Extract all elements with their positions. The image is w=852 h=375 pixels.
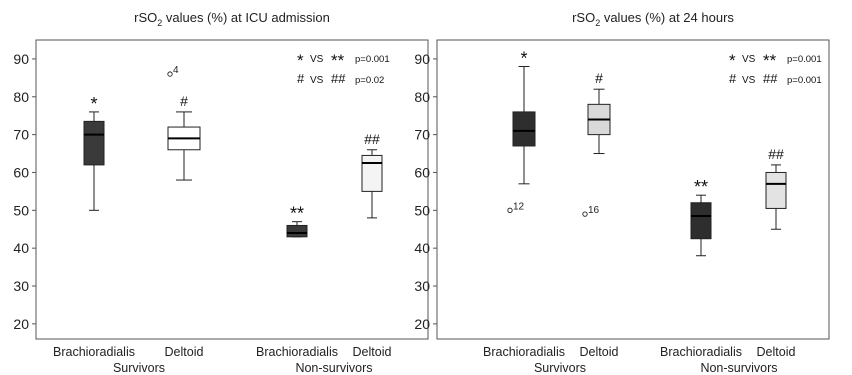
box-1: * 12 (507, 48, 536, 213)
box-body (690, 202, 712, 240)
y-tick-label: 60 (414, 164, 430, 180)
comparison-legend-line: * VS ** p=0.001 (729, 51, 822, 70)
title-subscript: 2 (595, 18, 600, 28)
box-body (361, 154, 383, 192)
category-label: Deltoid (353, 345, 392, 359)
legend-vs: VS (310, 75, 324, 86)
category-label: Deltoid (757, 345, 796, 359)
group-label: Non-survivors (700, 361, 777, 375)
outlier-label: 12 (513, 201, 525, 212)
category-label: Brachioradialis (660, 345, 742, 359)
legend-symbol-b: ## (763, 71, 778, 86)
chart-panel-1: rSO2 values (%) at ICU admission 20 30 40 50… (13, 10, 429, 375)
significance-marker: # (180, 93, 188, 109)
chart-title: rSO2 values (%) at ICU admission (134, 10, 330, 28)
y-tick-label: 70 (414, 127, 430, 143)
box-body (765, 171, 787, 209)
legend-symbol-a: # (729, 71, 737, 86)
legend-symbol-b: ** (763, 51, 777, 70)
category-label: Brachioradialis (53, 345, 135, 359)
significance-marker: * (90, 94, 97, 114)
box-body (512, 111, 536, 147)
y-tick-label: 20 (414, 316, 430, 332)
box-2: #16 (582, 70, 611, 217)
category-label: Deltoid (580, 345, 619, 359)
y-tick-label: 30 (414, 278, 430, 294)
plot-frame (436, 39, 830, 340)
comparison-legend-line: # VS ## p=0.02 (297, 71, 384, 86)
y-tick-label: 90 (13, 51, 29, 67)
title-rest: values (%) at 24 hours (600, 10, 734, 25)
significance-marker: ## (364, 131, 380, 147)
legend-symbol-a: * (297, 51, 304, 70)
category-label: Brachioradialis (483, 345, 565, 359)
outlier-label: 16 (588, 205, 600, 216)
box-4: ## (765, 146, 787, 230)
box-3: ** (286, 204, 308, 238)
legend-p-value: p=0.001 (787, 54, 822, 65)
legend-symbol-a: # (297, 71, 305, 86)
legend-vs: VS (742, 54, 756, 65)
y-tick-label: 90 (414, 51, 430, 67)
significance-marker: # (595, 70, 603, 86)
significance-marker: * (520, 48, 527, 68)
comparison-legend-line: * VS ** p=0.001 (297, 51, 390, 70)
group-label: Survivors (534, 361, 586, 375)
comparison-legend-line: # VS ## p=0.001 (729, 71, 822, 86)
y-tick-label: 20 (13, 316, 29, 332)
y-tick-label: 40 (414, 240, 430, 256)
box-body (286, 224, 308, 238)
title-main: rSO (572, 10, 595, 25)
legend-vs: VS (742, 75, 756, 86)
legend-symbol-b: ## (331, 71, 346, 86)
y-tick-label: 80 (414, 89, 430, 105)
box-3: ** (690, 177, 712, 257)
y-tick-label: 70 (13, 127, 29, 143)
y-tick-label: 60 (13, 164, 29, 180)
legend-symbol-b: ** (331, 51, 345, 70)
box-2: #4 (167, 65, 201, 181)
title-main: rSO (134, 10, 157, 25)
y-tick-label: 30 (13, 278, 29, 294)
outlier-point (582, 211, 588, 217)
group-label: Survivors (113, 361, 165, 375)
outlier-point (167, 71, 173, 77)
significance-marker: ## (768, 146, 784, 162)
outlier-point (507, 207, 513, 213)
category-label: Deltoid (165, 345, 204, 359)
title-subscript: 2 (157, 18, 162, 28)
outlier-label: 4 (173, 65, 179, 76)
title-rest: values (%) at ICU admission (162, 10, 330, 25)
legend-vs: VS (310, 54, 324, 65)
legend-p-value: p=0.001 (787, 75, 822, 86)
legend-p-value: p=0.001 (355, 54, 390, 65)
y-tick-label: 80 (13, 89, 29, 105)
y-tick-label: 50 (414, 202, 430, 218)
legend-p-value: p=0.02 (355, 75, 384, 86)
box-1: * (83, 94, 105, 211)
category-label: Brachioradialis (256, 345, 338, 359)
legend-symbol-a: * (729, 51, 736, 70)
significance-marker: ** (290, 204, 304, 224)
group-label: Non-survivors (295, 361, 372, 375)
box-body (83, 120, 105, 166)
chart-title: rSO2 values (%) at 24 hours (572, 10, 734, 28)
significance-marker: ** (694, 177, 708, 197)
chart-panel-2: rSO2 values (%) at 24 hours 20 30 40 50 60 70 8… (414, 10, 830, 375)
y-tick-label: 50 (13, 202, 29, 218)
plot-frame (35, 39, 429, 340)
box-4: ## (361, 131, 383, 219)
y-tick-label: 40 (13, 240, 29, 256)
